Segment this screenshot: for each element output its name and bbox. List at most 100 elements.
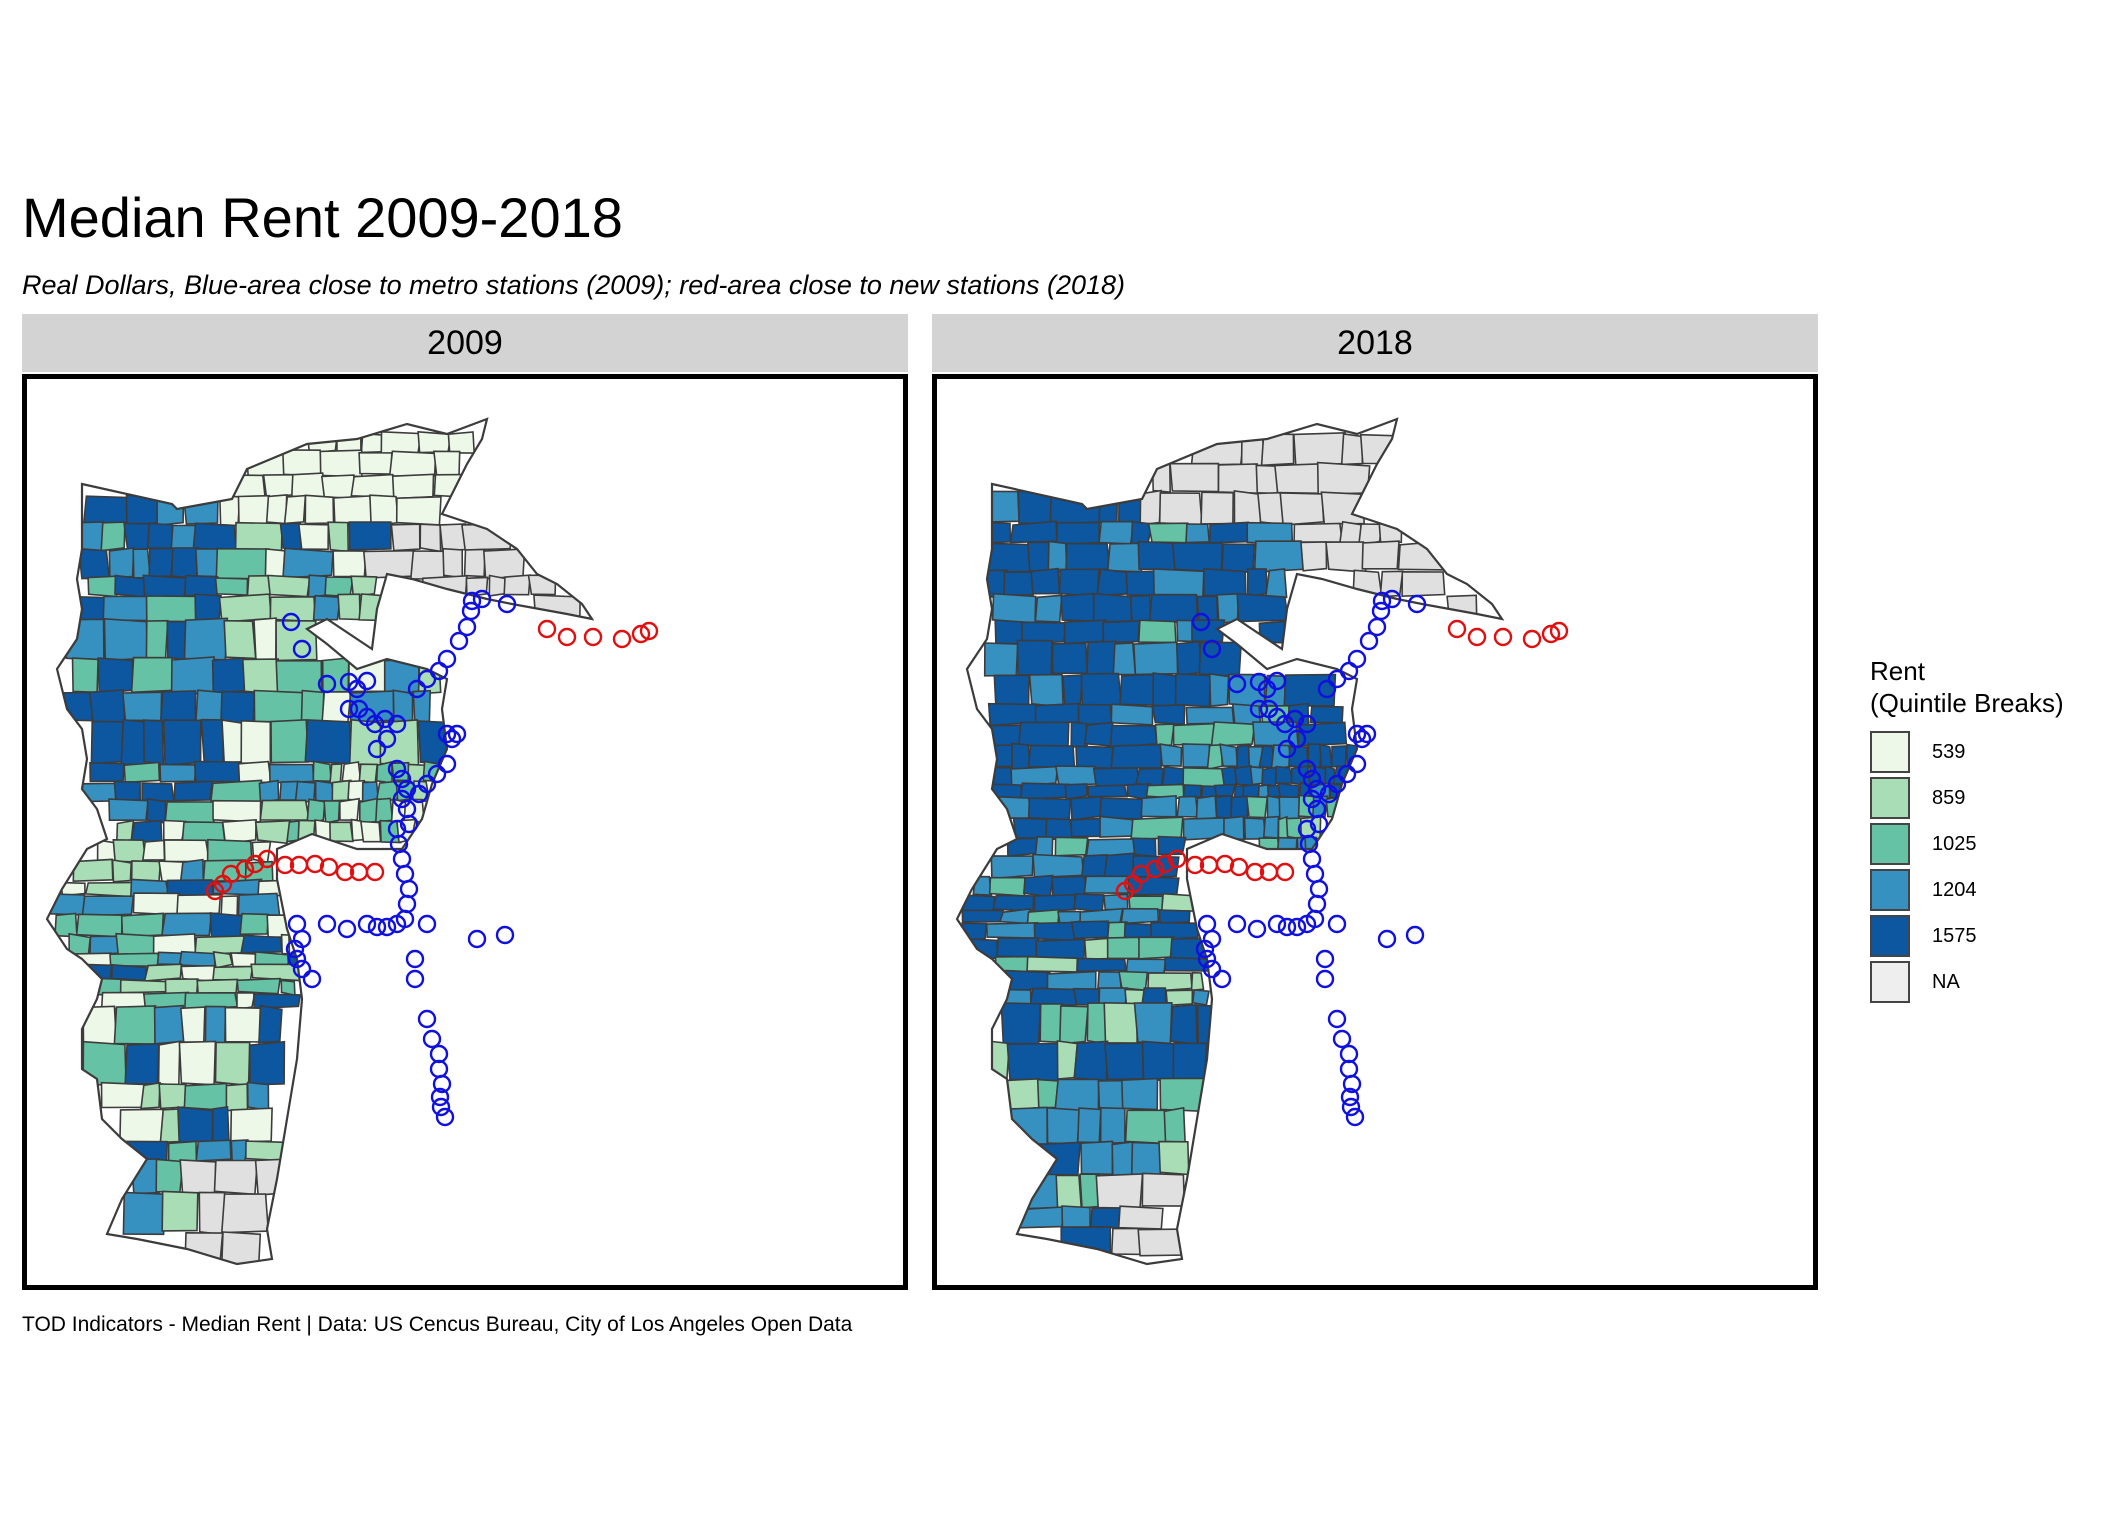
census-tract [1141, 1172, 1186, 1207]
census-tract [1046, 1106, 1081, 1146]
census-tract [961, 909, 1004, 923]
census-tract [1185, 523, 1211, 544]
metro-station-2009-marker [495, 925, 515, 945]
census-tract [220, 895, 239, 918]
census-tract [196, 978, 239, 994]
census-tract [254, 1158, 293, 1197]
metro-station-2009-marker [1345, 1107, 1365, 1127]
census-tract [1096, 970, 1123, 991]
metro-station-2009-marker [462, 591, 482, 611]
metro-station-2009-marker [395, 864, 415, 884]
census-tract [267, 574, 311, 598]
census-tract [70, 595, 106, 622]
metro-station-2009-marker [1212, 969, 1232, 989]
census-tract [252, 993, 302, 1010]
metro-station-2009-marker [1407, 594, 1427, 614]
metro-station-2009-marker [287, 914, 307, 934]
census-tract [1083, 937, 1112, 961]
census-tract [258, 1004, 283, 1044]
metro-station-2009-marker [437, 649, 457, 669]
census-tract [158, 1083, 187, 1110]
legend-label: 1575 [1932, 924, 1977, 947]
census-tract [321, 690, 352, 724]
new-station-2018-marker [1541, 624, 1561, 644]
census-tract [111, 859, 133, 883]
census-tract [1054, 836, 1089, 857]
metro-station-2009-marker [1327, 914, 1347, 934]
new-station-2018-marker [537, 619, 557, 639]
census-tract [1098, 520, 1135, 545]
census-tract [1000, 1002, 1042, 1045]
census-tract [1030, 567, 1061, 595]
census-tract [237, 760, 273, 784]
census-tract [89, 689, 126, 725]
census-tract [1132, 641, 1179, 676]
census-tract [1026, 955, 1079, 973]
census-tract [1279, 492, 1325, 526]
census-tract [985, 921, 1039, 939]
census-tract [977, 542, 1032, 574]
census-tract [482, 548, 526, 580]
legend-swatch [1870, 869, 1910, 911]
metro-station-2009-marker [457, 617, 477, 637]
census-tract [178, 1040, 217, 1086]
metro-station-2009-marker [430, 1087, 450, 1107]
census-tract [1274, 463, 1321, 495]
metro-station-2009-marker [285, 939, 305, 959]
census-tract [290, 472, 326, 499]
census-tract [1175, 640, 1203, 677]
legend-item: NA [1870, 959, 2064, 1005]
census-tract [1124, 1109, 1169, 1145]
census-tract [1257, 491, 1285, 526]
census-tract [239, 912, 270, 936]
census-tract [212, 965, 254, 982]
census-tract [1325, 541, 1367, 573]
census-tract [1106, 936, 1143, 960]
census-tract [1062, 674, 1084, 708]
census-tract [1016, 639, 1053, 677]
metro-station-2009-marker [1347, 724, 1367, 744]
census-tract [1262, 815, 1280, 839]
census-tract [1133, 1001, 1173, 1045]
metro-station-2009-marker [397, 894, 417, 914]
new-station-2018-marker [583, 627, 603, 647]
census-tract [1208, 521, 1251, 544]
census-tract [998, 1106, 1049, 1145]
metro-station-2009-marker [397, 779, 417, 799]
metro-station-2009-marker [1191, 612, 1211, 632]
metro-station-2009-marker [387, 714, 407, 734]
census-tract [253, 689, 305, 723]
census-tract [146, 522, 175, 550]
new-station-2018-marker [1167, 849, 1187, 869]
census-tract [1137, 540, 1176, 571]
census-tract [992, 894, 1035, 912]
census-tract [1047, 540, 1068, 574]
census-tract [54, 691, 95, 722]
census-tract [1039, 1002, 1063, 1044]
census-tract [348, 521, 392, 551]
census-tract [1219, 743, 1239, 768]
metro-station-2009-marker [1382, 589, 1402, 609]
census-tract [1083, 721, 1114, 747]
map-2009 [45, 417, 659, 1266]
metro-station-2009-marker [1302, 849, 1322, 869]
census-tract [283, 494, 307, 525]
census-tract [1258, 619, 1300, 644]
census-tract [193, 760, 243, 783]
metro-station-2009-marker [1302, 789, 1322, 809]
census-tract [1026, 908, 1061, 926]
census-tract [1110, 1227, 1143, 1256]
metro-station-2009-marker [1249, 699, 1269, 719]
facet-strip-2018: 2018 [932, 314, 1818, 372]
census-tract [1103, 893, 1129, 912]
census-tract [163, 839, 211, 863]
census-tract [1034, 594, 1063, 623]
census-tract [209, 912, 245, 939]
census-tract [1300, 541, 1328, 572]
metro-station-2009-marker [449, 631, 469, 651]
census-tract [159, 690, 197, 725]
census-tract [1152, 672, 1178, 709]
metro-station-2009-marker [317, 914, 337, 934]
census-tract [1103, 852, 1135, 880]
legend-label: 859 [1932, 786, 1966, 809]
